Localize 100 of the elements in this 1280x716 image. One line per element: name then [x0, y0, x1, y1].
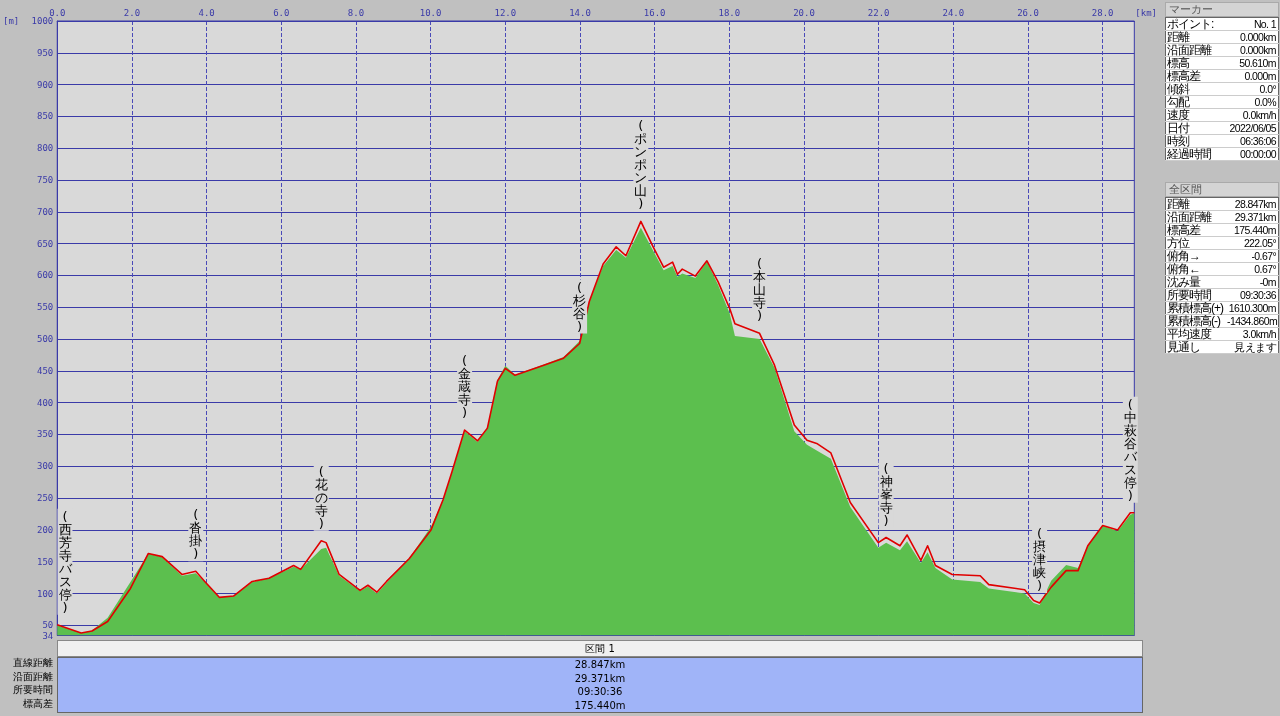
y-tick-label: 650 [36, 238, 54, 249]
text: 標高差 [1165, 69, 1226, 83]
text: 2022/06/05 [1226, 121, 1279, 135]
y-tick-label: 750 [36, 175, 54, 186]
annotation: (神峯寺) [879, 460, 893, 528]
text: 0.0% [1226, 95, 1279, 109]
y-tick-label: 200 [36, 524, 54, 535]
y-tick-label: 500 [36, 334, 54, 345]
text: 俯角→ [1165, 249, 1226, 263]
text: No. 1 [1226, 17, 1279, 31]
annotation: (ポンポン山) [634, 118, 648, 212]
text: 速度 [1165, 108, 1226, 122]
text: 沈み量 [1165, 275, 1226, 289]
annotation: (摂津峡) [1033, 526, 1047, 594]
annotation: (杉谷) [572, 279, 587, 334]
text: 50.610m [1226, 56, 1279, 70]
x-tick-label: 28.0 [1091, 7, 1114, 18]
x-tick-label: 24.0 [942, 7, 965, 18]
y-tick-label: 600 [36, 270, 54, 281]
text: 3.0km/h [1226, 327, 1279, 341]
text: 俯角← [1165, 262, 1226, 276]
text: 28.847km [573, 658, 627, 672]
text: 累積標高(+) [1165, 301, 1226, 315]
y-tick-label: 450 [36, 365, 54, 376]
text: 00:00:00 [1226, 147, 1279, 161]
x-tick-label: 20.0 [793, 7, 815, 18]
text: 平均速度 [1165, 327, 1226, 341]
text: 標高差 [22, 696, 53, 710]
text: 標高差 [1165, 223, 1226, 237]
y-tick-label: 250 [36, 493, 54, 504]
y-axis-title: [m] [2, 16, 20, 26]
text: 沿面距離 [1165, 210, 1226, 224]
text: 経過時間 [1165, 147, 1226, 161]
text: -0.67° [1226, 249, 1279, 263]
text: 標高 [1165, 56, 1226, 70]
y-tick-label: 400 [36, 397, 54, 408]
x-tick-label: 0.0 [49, 7, 66, 18]
y-tick-label: 50 [42, 620, 54, 631]
text: 日付 [1165, 121, 1226, 135]
text: 0.000m [1226, 69, 1279, 83]
y-tick-label: 700 [36, 206, 54, 217]
text: 方位 [1165, 236, 1226, 250]
text: マーカー [1165, 2, 1279, 17]
text: 見通し [1165, 340, 1226, 354]
text: 勾配 [1165, 95, 1226, 109]
x-tick-label: 16.0 [643, 7, 666, 18]
y-tick-label: 900 [36, 79, 54, 90]
annotation: (本山寺) [753, 256, 767, 324]
annotation: (沓掛) [189, 507, 203, 562]
text: 09:30:36 [1226, 288, 1279, 302]
annotation: (花の寺) [314, 463, 328, 531]
text: 0.0° [1226, 82, 1279, 96]
text: 沿面距離 [1165, 43, 1226, 57]
x-tick-label: 22.0 [867, 7, 890, 18]
y-tick-label: 850 [36, 111, 54, 122]
text: 区間 1 [57, 640, 1143, 657]
text: 累積標高(-) [1165, 314, 1226, 328]
text: 0.0km/h [1226, 108, 1279, 122]
text: 距離 [1165, 30, 1226, 44]
y-tick-label: 950 [36, 47, 54, 58]
annotation: (金蔵寺) [458, 353, 472, 421]
y-tick-label: 1000 [31, 16, 54, 26]
text: 見えます [1226, 340, 1279, 354]
text: 所要時間 [12, 683, 53, 697]
text: 時刻 [1165, 134, 1226, 148]
text: 175.440m [573, 698, 627, 712]
text: 175.440m [1226, 223, 1279, 237]
text: 傾斜 [1165, 82, 1226, 96]
y-tick-label: 34 [42, 630, 54, 641]
text: 222.05° [1226, 236, 1279, 250]
y-tick-label: 300 [36, 461, 54, 472]
text: -0m [1226, 275, 1279, 289]
y-tick-label: 100 [36, 588, 54, 599]
x-tick-label: 26.0 [1017, 7, 1039, 18]
text: 全区間 [1165, 182, 1279, 197]
x-tick-label: 10.0 [419, 7, 442, 18]
annotation: (中萩谷バス停) [1122, 396, 1138, 503]
x-axis-title: [km] [1135, 7, 1158, 18]
annotation: (西芳寺バス停) [57, 508, 73, 615]
y-tick-label: 800 [36, 143, 54, 154]
x-tick-label: 8.0 [347, 7, 365, 18]
y-tick-label: 350 [36, 429, 54, 440]
text: 1610.300m [1226, 301, 1279, 315]
text: 0.000km [1226, 30, 1279, 44]
x-tick-label: 12.0 [494, 7, 517, 18]
x-tick-label: 6.0 [273, 7, 290, 18]
text: 06:36:06 [1226, 134, 1279, 148]
x-tick-label: 14.0 [569, 7, 591, 18]
text: 距離 [1165, 197, 1226, 211]
text: 0.67° [1226, 262, 1279, 276]
text: 28.847km [1226, 197, 1279, 211]
text: 09:30:36 [576, 685, 624, 699]
y-tick-label: 150 [36, 556, 54, 567]
text: 沿面距離 [12, 669, 53, 683]
text: 29.371km [573, 671, 627, 685]
text: -1434.860m [1226, 314, 1279, 328]
x-tick-label: 4.0 [198, 7, 215, 18]
text: 29.371km [1226, 210, 1279, 224]
text: 直線距離 [12, 656, 53, 670]
text: 0.000km [1226, 43, 1279, 57]
